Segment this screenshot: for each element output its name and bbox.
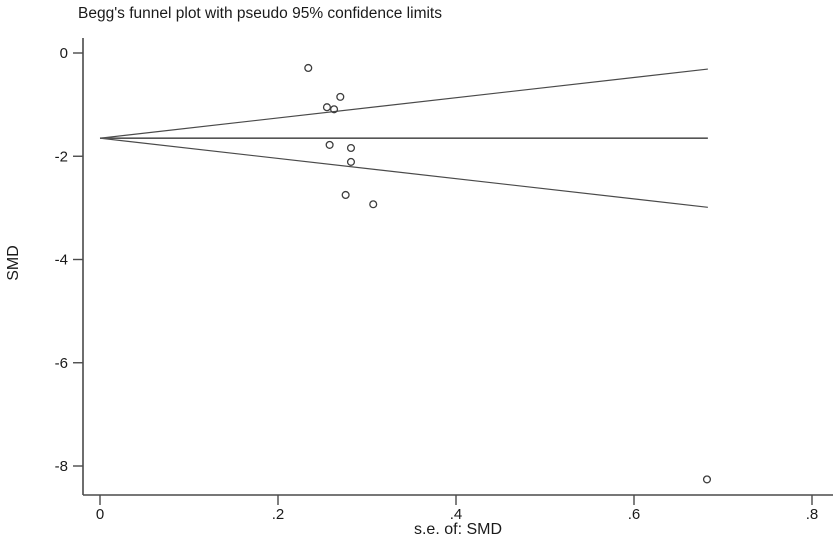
y-tick-label: -8: [55, 458, 68, 475]
x-tick-label: .6: [628, 506, 641, 523]
funnel-lower-limit-line: [99, 137, 708, 208]
data-point: [369, 200, 378, 209]
data-point: [346, 143, 356, 153]
x-tick-label: 0: [96, 506, 104, 523]
y-tick-label: -6: [55, 355, 68, 372]
chart-title: Begg's funnel plot with pseudo 95% confi…: [78, 5, 442, 22]
x-tick-label: .4: [450, 506, 463, 523]
x-tick-label: .2: [272, 506, 285, 523]
data-point: [304, 63, 313, 73]
y-tick-label: 0: [60, 45, 68, 62]
funnel-upper-limit-line: [99, 68, 708, 139]
data-point: [330, 105, 339, 114]
data-point: [336, 92, 345, 101]
data-point: [346, 157, 356, 166]
x-tick-label: .8: [806, 506, 819, 523]
data-point: [322, 103, 332, 112]
x-axis-title: s.e. of: SMD: [413, 521, 503, 538]
data-point: [325, 140, 334, 149]
y-tick-label: -2: [55, 148, 68, 165]
data-point: [341, 190, 350, 200]
data-point: [702, 475, 712, 484]
y-tick-label: -4: [55, 252, 68, 269]
